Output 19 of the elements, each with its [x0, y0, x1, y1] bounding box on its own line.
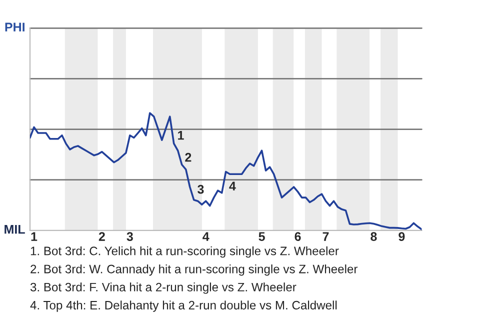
x-tick-label: 5 — [258, 232, 265, 241]
x-tick-label: 6 — [294, 232, 301, 241]
x-tick-label: 4 — [202, 232, 210, 241]
text: PHI — [5, 22, 24, 32]
text: MIL — [4, 225, 25, 234]
x-tick-label: 9 — [398, 232, 405, 241]
text: 2. Bot 3rd: W. Cannady hit a run-scoring single vs Z. Wheeler — [30, 264, 358, 276]
x-tick-label: 7 — [322, 232, 329, 241]
text: 1. Bot 3rd: C. Yelich hit a run-scoring single vs Z. Wheeler — [30, 246, 339, 258]
annotation: 4 — [229, 182, 236, 190]
x-tick-label: 2 — [98, 232, 105, 241]
text: 4. Top 4th: E. Delahanty hit a 2-run double vs M. Caldwell — [30, 300, 337, 312]
text: 3. Bot 3rd: F. Vina hit a 2-run single vs Z. Wheeler — [30, 282, 296, 294]
annotation: 2 — [185, 152, 192, 162]
annotation: 1 — [178, 130, 184, 140]
annotation: 3 — [198, 184, 204, 194]
x-tick-label: 3 — [126, 232, 133, 241]
x-tick-label: 8 — [370, 232, 377, 241]
x-tick-label: 1 — [31, 232, 38, 241]
